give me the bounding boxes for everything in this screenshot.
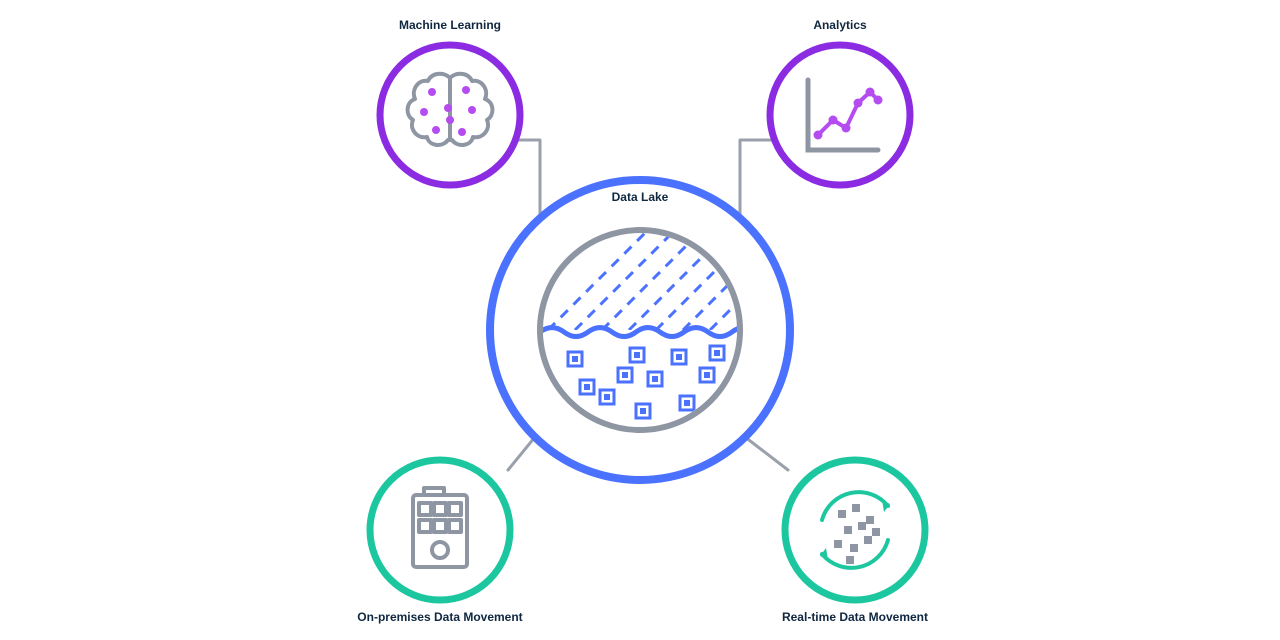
node-realtime — [785, 460, 925, 600]
label-onprem: On-premises Data Movement — [320, 610, 560, 624]
diagram-canvas: Machine Learning Analytics Data Lake On-… — [0, 0, 1280, 640]
connector-analytics — [740, 140, 772, 218]
node-onprem — [370, 460, 510, 600]
diagram-svg — [0, 0, 1280, 640]
label-ml: Machine Learning — [370, 18, 530, 32]
label-center: Data Lake — [560, 190, 720, 204]
node-ml — [380, 45, 520, 185]
center-node — [490, 180, 820, 480]
label-analytics: Analytics — [760, 18, 920, 32]
node-analytics — [770, 45, 910, 185]
connector-realtime — [745, 437, 788, 470]
label-realtime: Real-time Data Movement — [735, 610, 975, 624]
connector-ml — [518, 140, 540, 218]
connector-onprem — [508, 437, 535, 470]
